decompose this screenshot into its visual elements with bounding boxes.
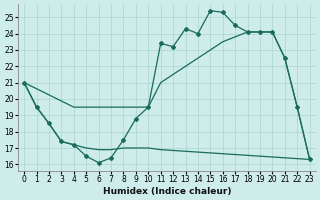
X-axis label: Humidex (Indice chaleur): Humidex (Indice chaleur): [103, 187, 231, 196]
